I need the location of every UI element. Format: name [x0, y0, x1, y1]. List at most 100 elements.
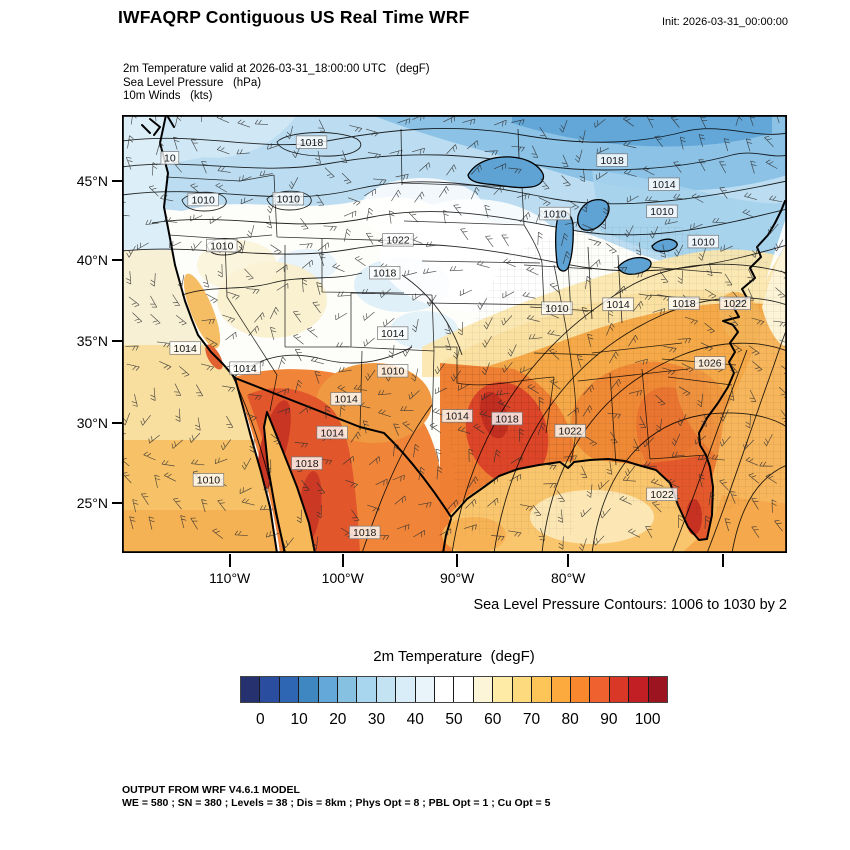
- slp-label: 1010: [646, 204, 678, 218]
- lat-tick-label: 40°N: [76, 251, 108, 268]
- svg-text:1010: 1010: [277, 193, 301, 205]
- slp-label: 1026: [694, 356, 726, 370]
- svg-text:1014: 1014: [381, 328, 405, 340]
- slp-label: 1018: [291, 456, 323, 470]
- colorbar-cell: [396, 677, 416, 702]
- svg-text:1022: 1022: [650, 489, 674, 501]
- colorbar-tick-label: 10: [290, 711, 308, 728]
- colorbar-tick-label: 60: [484, 711, 502, 728]
- svg-text:1010: 1010: [197, 475, 221, 487]
- colorbar-cell: [590, 677, 610, 702]
- svg-text:1014: 1014: [320, 427, 344, 439]
- svg-text:1010: 1010: [210, 240, 234, 252]
- svg-text:1010: 1010: [191, 194, 215, 206]
- slp-label: 1014: [648, 177, 680, 191]
- lon-tick: [722, 554, 724, 567]
- colorbar-cell: [279, 677, 300, 702]
- field-subtitles: 2m Temperature valid at 2026-03-31_18:00…: [123, 63, 430, 104]
- slp-label: 1018: [596, 153, 628, 167]
- lat-tick-label: 35°N: [76, 333, 108, 349]
- colorbar-cell: [629, 677, 649, 702]
- lon-tick: [228, 554, 231, 567]
- svg-text:1018: 1018: [672, 298, 696, 310]
- slp-label: 1018: [369, 266, 401, 279]
- svg-text:1014: 1014: [173, 343, 197, 355]
- svg-text:1014: 1014: [652, 179, 676, 191]
- colorbar-tick-label: 90: [600, 711, 618, 728]
- lat-tick-label: 25°N: [76, 495, 108, 512]
- colorbar-title: 2m Temperature (degF): [373, 648, 535, 665]
- lon-tick: [567, 554, 569, 567]
- colorbar-cell: [570, 677, 591, 702]
- slp-label: 1010: [272, 192, 304, 205]
- colorbar-cell: [338, 677, 358, 702]
- slp-label: 1010: [541, 301, 573, 315]
- colorbar-tick-label: 40: [406, 711, 424, 728]
- svg-text:1018: 1018: [353, 527, 377, 539]
- colorbar-cell: [357, 677, 377, 702]
- svg-text:1010: 1010: [692, 236, 716, 248]
- colorbar-cell: [648, 677, 667, 702]
- colorbar-tick-label: 0: [256, 711, 265, 728]
- colorbar-tick-label: 100: [634, 711, 661, 728]
- svg-text:1022: 1022: [723, 298, 747, 310]
- svg-text:1014: 1014: [445, 411, 469, 423]
- slp-label: 1018: [349, 525, 381, 539]
- svg-text:1026: 1026: [698, 358, 722, 370]
- weather-map-svg: 1018 10 1018 1014 1010 1010 1010 1010 1022 1018 10…: [122, 115, 787, 553]
- subtitle-winds: 10m Winds (kts): [123, 90, 213, 102]
- slp-label: 1014: [229, 361, 261, 375]
- svg-text:1018: 1018: [295, 458, 319, 470]
- lon-tick-label: 80°W: [551, 570, 586, 586]
- svg-text:1018: 1018: [600, 155, 624, 167]
- great-lakes: [467, 156, 678, 275]
- init-time-label: Init: 2026-03-31_00:00:00: [662, 16, 788, 28]
- colorbar-cell: [609, 677, 630, 702]
- colorbar-cell: [376, 677, 397, 702]
- page-title: IWFAQRP Contiguous US Real Time WRF: [118, 7, 470, 27]
- slp-label: 1018: [295, 135, 328, 149]
- coastline: [141, 115, 786, 553]
- colorbar-cell: [299, 677, 319, 702]
- slp-label: 1010: [687, 234, 719, 248]
- slp-label: 1022: [382, 233, 414, 247]
- colorbar-cell: [512, 677, 533, 702]
- lon-tick: [341, 554, 344, 567]
- model-config-line: WE = 580 ; SN = 380 ; Levels = 38 ; Dis …: [122, 797, 551, 809]
- svg-text:1010: 1010: [650, 206, 674, 218]
- svg-text:1022: 1022: [386, 235, 410, 247]
- subtitle-temperature: 2m Temperature valid at 2026-03-31_18:00…: [123, 63, 430, 75]
- lon-tick-label: 110°W: [209, 570, 251, 586]
- colorbar-cell: [551, 677, 571, 702]
- slp-label: 1014: [330, 392, 362, 406]
- svg-text:1010: 1010: [545, 303, 569, 315]
- svg-text:1014: 1014: [334, 394, 358, 406]
- colorbar-tick-label: 80: [561, 711, 579, 728]
- svg-text:1018: 1018: [373, 267, 397, 279]
- slp-label: 1014: [169, 341, 201, 355]
- colorbar-cell: [415, 677, 436, 702]
- colorbar-cell: [318, 677, 339, 702]
- model-output-line: OUTPUT FROM WRF V4.6.1 MODEL: [122, 784, 300, 796]
- slp-label: 1014: [316, 425, 348, 439]
- slp-label: 1018: [491, 411, 523, 425]
- slp-label: 1010: [187, 192, 219, 206]
- lon-tick: [456, 554, 458, 567]
- colorbar-cell: [435, 677, 455, 702]
- slp-label: 10: [160, 151, 180, 165]
- svg-text:1014: 1014: [233, 363, 257, 375]
- svg-text:1010: 1010: [543, 208, 567, 220]
- lat-tick: [112, 180, 122, 182]
- colorbar-cell: [241, 677, 261, 702]
- svg-text:10: 10: [164, 153, 176, 165]
- slp-label: 1010: [206, 238, 238, 252]
- slp-label: 1014: [377, 326, 409, 340]
- colorbar-cell: [454, 677, 474, 702]
- colorbar-tick-label: 50: [445, 711, 463, 728]
- slp-label: 1022: [554, 424, 586, 438]
- svg-text:1018: 1018: [495, 413, 519, 425]
- colorbar-cell: [260, 677, 280, 702]
- lat-tick-label: 30°N: [76, 414, 108, 431]
- lat-tick: [112, 502, 122, 504]
- slp-label: 1010: [539, 206, 571, 220]
